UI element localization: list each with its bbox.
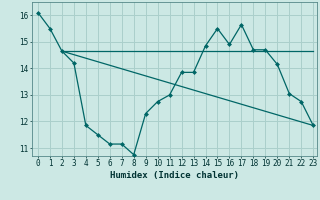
X-axis label: Humidex (Indice chaleur): Humidex (Indice chaleur) (110, 171, 239, 180)
